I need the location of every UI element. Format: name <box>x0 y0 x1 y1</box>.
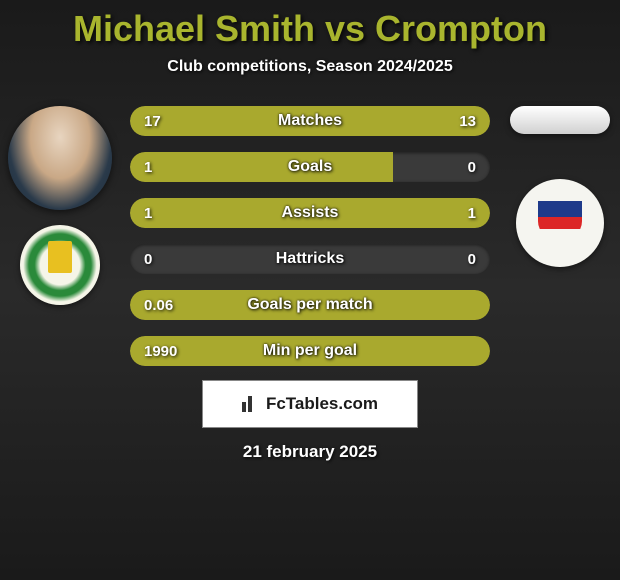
club-badge-right <box>516 179 604 267</box>
stat-label: Goals per match <box>130 296 490 314</box>
player-photo-right <box>510 106 610 134</box>
stat-label: Hattricks <box>130 250 490 268</box>
stat-bar: 0Hattricks0 <box>130 244 490 274</box>
comparison-card: Michael Smith vs Crompton Club competiti… <box>0 0 620 580</box>
stat-bar: 1990Min per goal <box>130 336 490 366</box>
stat-value-right: 0 <box>468 251 476 268</box>
stat-bar: 17Matches13 <box>130 106 490 136</box>
right-column <box>505 106 615 267</box>
stat-label: Min per goal <box>130 342 490 360</box>
stat-label: Goals <box>130 158 490 176</box>
page-title: Michael Smith vs Crompton <box>73 8 547 50</box>
page-subtitle: Club competitions, Season 2024/2025 <box>167 58 452 76</box>
stat-bar: 1Goals0 <box>130 152 490 182</box>
stat-value-right: 13 <box>459 113 476 130</box>
stats-column: 17Matches131Goals01Assists10Hattricks00.… <box>130 106 490 366</box>
player-photo-left <box>8 106 112 210</box>
fctables-logo-icon <box>242 396 260 412</box>
club-badge-left <box>20 225 100 305</box>
stat-label: Assists <box>130 204 490 222</box>
stat-bar: 1Assists1 <box>130 198 490 228</box>
footer-brand-text: FcTables.com <box>266 394 378 414</box>
stat-value-right: 0 <box>468 159 476 176</box>
left-column <box>5 106 115 305</box>
footer-brand-box: FcTables.com <box>202 380 418 428</box>
stat-label: Matches <box>130 112 490 130</box>
main-area: 17Matches131Goals01Assists10Hattricks00.… <box>0 106 620 366</box>
date-text: 21 february 2025 <box>243 442 377 462</box>
stat-value-right: 1 <box>468 205 476 222</box>
stat-bar: 0.06Goals per match <box>130 290 490 320</box>
